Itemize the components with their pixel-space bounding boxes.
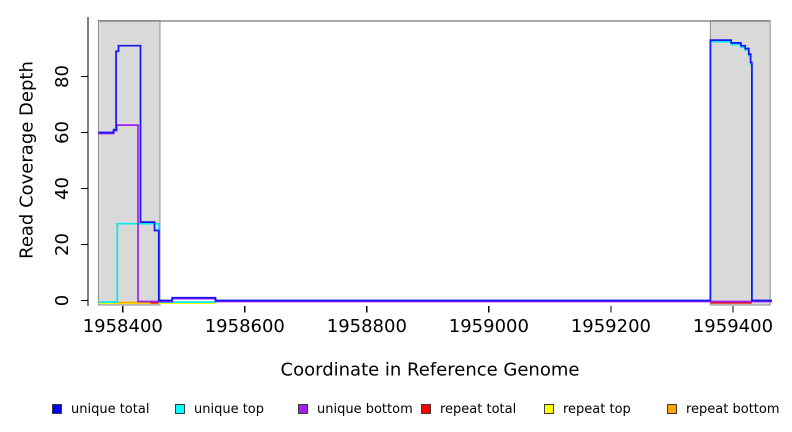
- repeat-region-shading: [709, 20, 771, 306]
- legend-item-unique-top: unique top: [175, 402, 298, 417]
- series-line-unique-top: [98, 40, 753, 303]
- legend-swatch-icon: [52, 404, 62, 414]
- legend-label: unique top: [194, 401, 265, 417]
- legend-swatch-icon: [421, 404, 431, 414]
- y-tick-label: 0: [52, 295, 73, 306]
- legend-swatch-icon: [298, 404, 308, 414]
- legend-item-repeat-total: repeat total: [421, 402, 544, 417]
- legend-label: repeat bottom: [686, 401, 780, 417]
- y-tick-label: 80: [52, 65, 73, 88]
- y-tick-label: 40: [52, 177, 73, 200]
- legend-label: unique total: [71, 401, 150, 417]
- legend-label: repeat total: [440, 401, 517, 417]
- coverage-chart-canvas: 1958400 1958600 1958800 1959000 1959200 19594…: [52, 17, 773, 337]
- y-axis-title: Read Coverage Depth: [16, 61, 38, 259]
- x-tick-label: 1959000: [449, 316, 529, 337]
- y-tick-label: 60: [52, 121, 73, 144]
- x-tick-label: 1958600: [205, 316, 285, 337]
- legend-swatch-icon: [667, 404, 677, 414]
- legend-label: unique bottom: [317, 401, 413, 417]
- repeat-region-shading: [97, 20, 161, 306]
- legend-swatch-icon: [175, 404, 185, 414]
- legend-swatch-icon: [544, 404, 554, 414]
- x-axis-title: Coordinate in Reference Genome: [280, 359, 580, 381]
- y-tick-label: 20: [52, 233, 73, 256]
- x-tick-label: 1958800: [327, 316, 407, 337]
- legend-label: repeat top: [563, 401, 631, 417]
- series-line-unique-bottom: [98, 124, 772, 303]
- legend-item-repeat-bottom: repeat bottom: [667, 402, 790, 417]
- legend-item-repeat-top: repeat top: [544, 402, 667, 417]
- x-tick-label: 1959400: [693, 316, 773, 337]
- x-tick-label: 1958400: [83, 316, 163, 337]
- legend-item-unique-bottom: unique bottom: [298, 402, 421, 417]
- x-tick-label: 1959200: [571, 316, 651, 337]
- series-line-unique-total: [98, 39, 772, 302]
- legend-item-unique-total: unique total: [52, 402, 175, 417]
- legend: unique total unique top unique bottom repea…: [52, 398, 792, 420]
